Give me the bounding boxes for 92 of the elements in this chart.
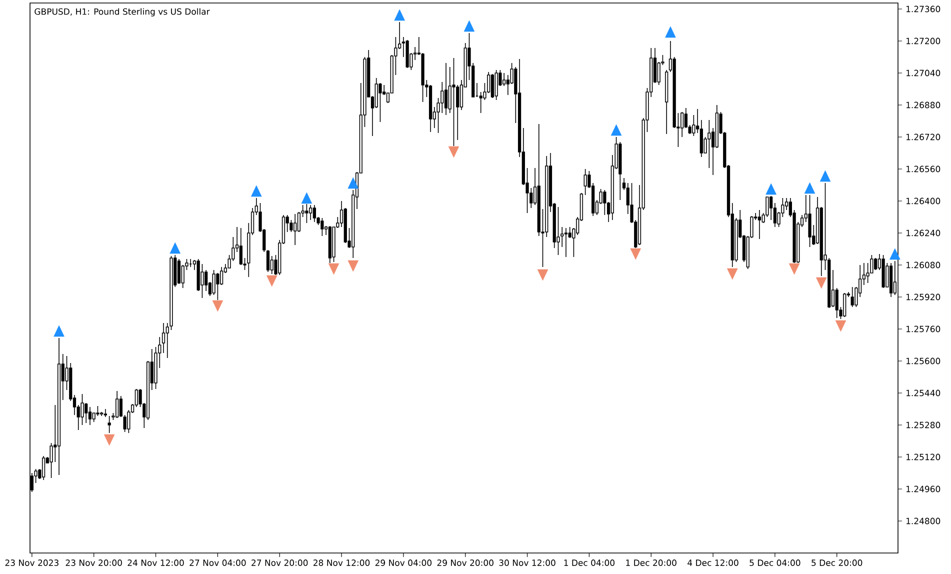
x-tick-label: 27 Nov 20:00 <box>252 560 308 566</box>
point <box>348 260 359 272</box>
y-tick-label: 1.26080 <box>906 262 940 268</box>
candlestick <box>104 408 108 418</box>
point <box>816 277 827 289</box>
y-tick-label: 1.27040 <box>906 70 940 76</box>
candlestick <box>828 258 831 308</box>
point <box>104 434 115 446</box>
candlestick <box>57 338 61 476</box>
point <box>251 185 262 197</box>
candlestick <box>545 156 548 238</box>
point <box>301 192 312 204</box>
candlestick <box>708 120 711 168</box>
candlestick <box>564 228 568 258</box>
point <box>727 268 738 280</box>
x-tick-label: 24 Nov 12:00 <box>128 560 184 566</box>
y-tick-label: 1.26400 <box>906 198 940 204</box>
y-tick-label: 1.25280 <box>906 422 940 428</box>
candlestick <box>715 104 718 148</box>
x-tick-label: 29 Nov 20:00 <box>437 560 494 566</box>
candlestick <box>556 206 560 256</box>
y-tick-label: 1.24800 <box>906 518 940 524</box>
candlestick <box>758 210 762 240</box>
candlestick <box>665 70 668 134</box>
x-tick-label: 29 Nov 04:00 <box>375 560 432 566</box>
x-tick-label: 28 Nov 12:00 <box>313 560 370 566</box>
point <box>610 124 622 136</box>
candlestick <box>42 456 46 480</box>
candlestick <box>119 396 122 418</box>
candlestick <box>502 72 506 86</box>
point <box>630 248 642 260</box>
candlestick <box>220 266 224 286</box>
point <box>394 9 405 21</box>
x-tick-label: 1 Dec 20:00 <box>626 560 676 566</box>
x-tick-label: 4 Dec 12:00 <box>688 560 738 566</box>
point <box>464 20 475 32</box>
point <box>804 182 816 194</box>
x-tick-label: 23 Nov 2023 <box>5 560 58 566</box>
point <box>665 26 676 38</box>
candlestick <box>440 82 444 114</box>
candlestick <box>889 262 893 298</box>
point <box>348 177 359 189</box>
candlestick <box>700 120 703 158</box>
x-tick-label: 5 Dec 04:00 <box>750 560 800 566</box>
point <box>212 300 224 312</box>
candlestick <box>537 124 540 236</box>
y-tick-label: 1.27200 <box>906 38 940 44</box>
point <box>537 269 548 281</box>
y-tick-label: 1.25920 <box>906 294 940 300</box>
candlestick <box>294 214 297 246</box>
point <box>835 320 846 332</box>
y-tick-label: 1.25120 <box>906 454 940 460</box>
y-tick-label: 1.24960 <box>906 486 940 492</box>
point <box>54 325 64 337</box>
candlestick <box>204 270 208 292</box>
candlestick <box>374 78 378 108</box>
candlestick <box>444 62 448 116</box>
point <box>890 248 900 260</box>
y-tick-label: 1.26240 <box>906 230 940 236</box>
point <box>170 242 180 254</box>
y-tick-label: 1.26720 <box>906 134 940 140</box>
candlestick <box>835 288 838 318</box>
candlestick <box>177 258 181 284</box>
candlestick <box>560 226 564 248</box>
point <box>788 263 800 275</box>
candlestick <box>309 204 312 220</box>
candlestick <box>88 406 92 426</box>
candlestick <box>162 322 166 354</box>
x-tick-label: 30 Nov 12:00 <box>499 560 556 566</box>
candlestick <box>808 194 812 248</box>
candlestick <box>312 204 316 222</box>
x-tick-label: 5 Dec 20:00 <box>812 560 862 566</box>
y-tick-label: 1.25760 <box>906 326 940 332</box>
point <box>448 146 460 158</box>
candlestick <box>239 228 242 266</box>
x-tick-label: 23 Nov 20:00 <box>66 560 122 566</box>
candlestick <box>456 84 460 140</box>
text: GBPUSD, H1: Pound Sterling vs US Dollar <box>34 8 210 16</box>
candlestick <box>116 390 119 418</box>
y-tick-label: 1.25440 <box>906 390 940 396</box>
x-tick-label: 1 Dec 04:00 <box>564 560 614 566</box>
y-tick-label: 1.26880 <box>906 102 940 108</box>
candlestick <box>448 66 452 114</box>
point <box>766 183 776 195</box>
point <box>328 263 340 275</box>
y-tick-label: 1.26560 <box>906 166 940 172</box>
x-tick-label: 27 Nov 04:00 <box>190 560 246 566</box>
candlestick <box>452 58 456 146</box>
point <box>820 170 831 182</box>
point <box>266 275 278 287</box>
y-tick-label: 1.25600 <box>906 358 940 364</box>
y-tick-label: 1.27360 <box>906 6 940 12</box>
